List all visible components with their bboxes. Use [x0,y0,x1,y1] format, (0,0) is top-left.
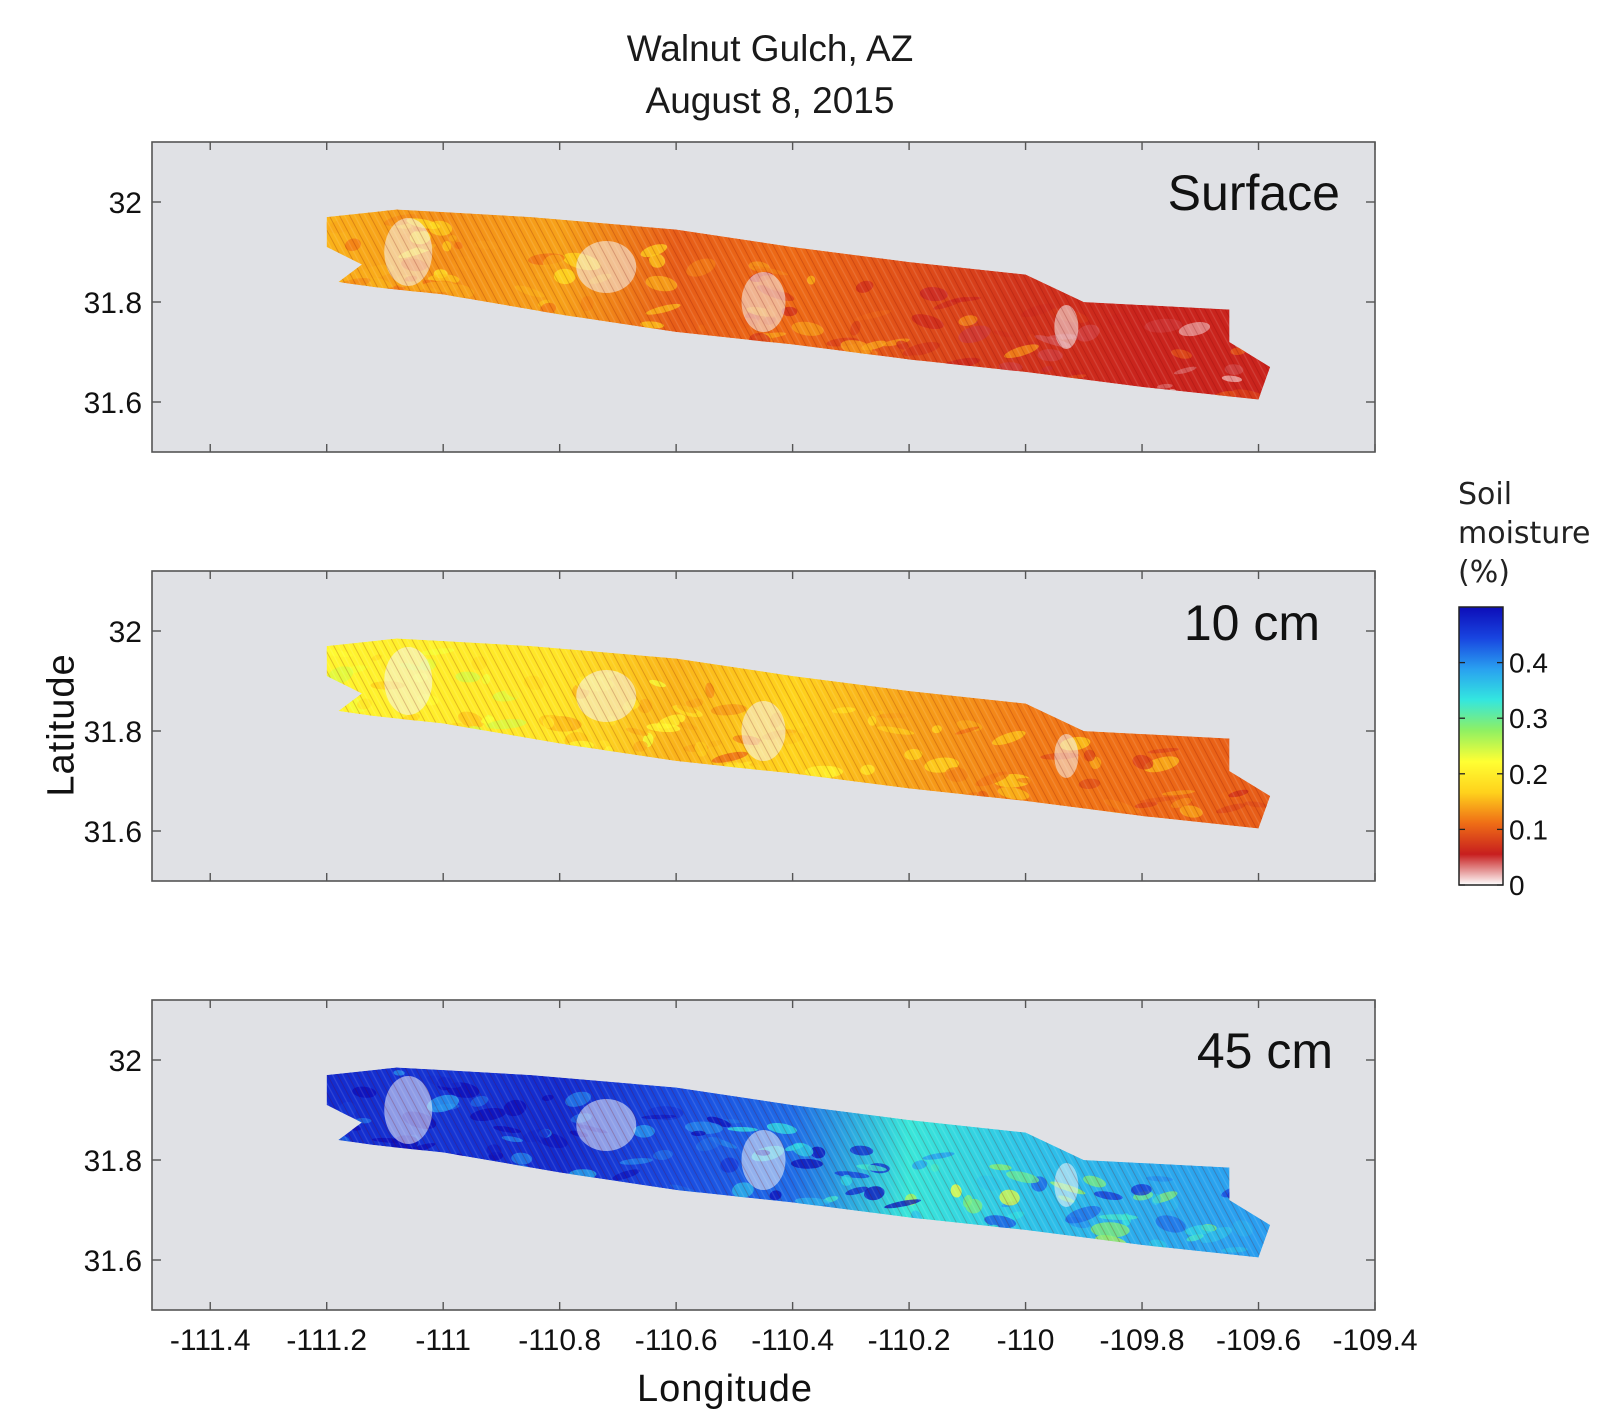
x-tick-label: -110.6 [635,1324,718,1357]
colorbar-gradient [1458,606,1504,886]
heatmap-panel: 32 31.8 31.6 Surface [84,141,1376,453]
x-tick-label: -110 [997,1324,1055,1357]
colorbar-label-line: moisture [1458,516,1591,551]
y-axis-label: Latitude [40,653,83,797]
chart-title: Walnut Gulch, AZ [626,28,914,69]
y-tick-label: 31.8 [84,716,142,749]
y-tick-label: 32 [109,616,142,649]
axes-frame [151,999,1376,1311]
panel-label: Surface [1168,165,1340,221]
y-tick-label: 31.6 [84,1245,142,1278]
x-tick-label: -109.8 [1100,1324,1185,1357]
y-tick-label: 32 [109,187,142,220]
x-tick-label: -109.6 [1216,1324,1301,1357]
colorbar-label-line: (%) [1458,555,1510,590]
x-tick-label: -111.2 [286,1324,367,1357]
axes-frame [151,141,1376,453]
chart-subtitle: August 8, 2015 [645,80,895,121]
x-tick-label: -109.4 [1332,1324,1417,1357]
panel-label: 45 cm [1197,1023,1333,1079]
colorbar-tick-label: 0 [1509,870,1525,901]
y-tick-label: 31.6 [84,387,142,420]
heatmap-panel: 32 31.8 31.6 10 cm [84,570,1376,882]
colorbar-tick-label: 0.2 [1509,759,1548,790]
colorbar-label: Soil moisture (%) [1458,475,1590,592]
x-tick-label: -111.4 [170,1324,251,1357]
swath-texture [326,209,1271,400]
x-tick-label: -110.2 [868,1324,951,1357]
heatmap-panel: -111.4 -111.2 -111 -110.8 -110.6 -110.4 -110.2… [84,999,1418,1357]
y-tick-label: 31.8 [84,287,142,320]
panel-label: 10 cm [1184,595,1320,651]
axes-frame [151,570,1376,882]
swath-texture [326,1067,1271,1258]
x-tick-label: -110.8 [518,1324,601,1357]
soil-moisture-swath [326,638,1271,829]
colorbar-label-line: Soil [1458,477,1513,512]
x-tick-label: -110.4 [751,1324,834,1357]
colorbar-tick-label: 0.4 [1509,648,1548,679]
colorbar-tick-label: 0.1 [1509,814,1548,845]
x-tick-label: -111 [415,1324,471,1357]
soil-moisture-swath [326,1067,1271,1258]
y-tick-label: 32 [109,1045,142,1078]
colorbar: 0 0.1 0.2 0.3 0.4 [1458,606,1548,901]
x-axis-label: Longitude [637,1368,813,1410]
swath-texture [326,638,1271,829]
colorbar-tick-label: 0.3 [1509,703,1548,734]
y-tick-label: 31.8 [84,1145,142,1178]
y-tick-label: 31.6 [84,816,142,849]
